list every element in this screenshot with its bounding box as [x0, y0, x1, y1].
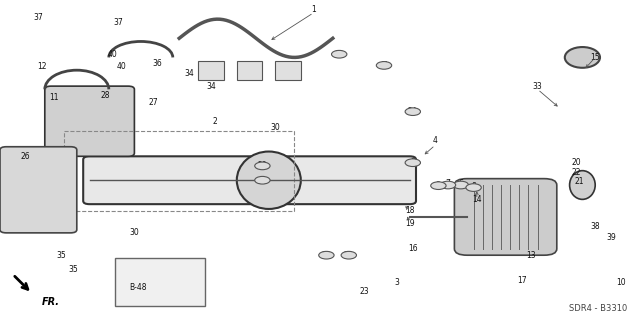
Bar [64, 131, 294, 211]
Text: 30: 30 [270, 123, 280, 132]
Text: 36: 36 [152, 59, 162, 68]
Circle shape [405, 108, 420, 115]
Text: 40: 40 [107, 50, 117, 59]
Text: 10: 10 [616, 278, 626, 287]
Text: 29: 29 [257, 161, 268, 170]
Text: 21: 21 [575, 177, 584, 186]
Text: 25: 25 [321, 251, 332, 260]
Ellipse shape [570, 171, 595, 199]
Text: 35: 35 [68, 265, 79, 274]
Text: 9: 9 [436, 181, 441, 189]
FancyBboxPatch shape [0, 147, 77, 233]
Text: 41: 41 [379, 61, 389, 70]
Text: 20: 20 [571, 158, 581, 167]
Ellipse shape [237, 152, 301, 209]
Text: 34: 34 [206, 82, 216, 91]
Text: 3: 3 [394, 278, 399, 287]
Text: 13: 13 [526, 251, 536, 260]
Circle shape [332, 50, 347, 58]
Circle shape [255, 176, 270, 184]
Circle shape [255, 162, 270, 170]
Text: B-48: B-48 [129, 283, 147, 292]
Circle shape [431, 182, 446, 189]
Circle shape [440, 181, 456, 189]
Bar [275, 61, 301, 80]
Circle shape [341, 251, 356, 259]
Text: 7: 7 [445, 179, 451, 188]
FancyBboxPatch shape [83, 156, 416, 204]
Text: 12: 12 [37, 63, 46, 71]
Circle shape [466, 184, 481, 191]
Text: 38: 38 [590, 222, 600, 231]
Bar [115, 258, 205, 306]
Text: 4: 4 [433, 136, 438, 145]
Text: 27: 27 [148, 98, 159, 107]
Circle shape [453, 181, 468, 189]
Text: 8: 8 [471, 182, 476, 191]
Text: 28: 28 [101, 91, 110, 100]
Text: 33: 33 [532, 82, 543, 91]
Text: 19: 19 [404, 219, 415, 228]
Text: 23: 23 [360, 287, 370, 296]
Text: 16: 16 [408, 244, 418, 253]
Text: 31: 31 [257, 177, 268, 186]
Text: 18: 18 [405, 206, 414, 215]
Circle shape [405, 159, 420, 167]
Text: 25: 25 [344, 251, 354, 260]
Text: 35: 35 [56, 251, 66, 260]
Text: 17: 17 [516, 276, 527, 285]
Text: 11: 11 [50, 93, 59, 102]
Text: 5: 5 [410, 158, 415, 167]
Text: SDR4 - B3310: SDR4 - B3310 [569, 304, 627, 313]
Text: 2: 2 [212, 117, 217, 126]
FancyBboxPatch shape [45, 86, 134, 156]
Text: 1: 1 [311, 5, 316, 14]
Text: 26: 26 [20, 152, 31, 161]
Text: 32: 32 [334, 50, 344, 59]
Text: 30: 30 [129, 228, 140, 237]
Ellipse shape [564, 47, 600, 68]
Text: FR.: FR. [42, 297, 60, 307]
Text: 34: 34 [184, 69, 194, 78]
Text: 40: 40 [116, 63, 127, 71]
Bar [237, 61, 262, 80]
Circle shape [376, 62, 392, 69]
Text: 39: 39 [606, 233, 616, 242]
Text: 24: 24 [408, 107, 418, 116]
Text: 37: 37 [33, 13, 44, 22]
Text: 37: 37 [113, 18, 124, 27]
Text: 22: 22 [572, 168, 580, 177]
Circle shape [319, 251, 334, 259]
FancyBboxPatch shape [454, 179, 557, 255]
Text: 14: 14 [472, 195, 482, 204]
Text: 6: 6 [458, 179, 463, 188]
Bar [198, 61, 224, 80]
Text: 15: 15 [590, 53, 600, 62]
